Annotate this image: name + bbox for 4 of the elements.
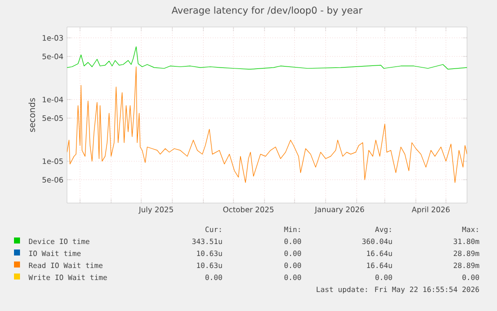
chart-title: Average latency for /dev/loop0 - by year — [172, 6, 362, 16]
line-series — [67, 66, 468, 183]
y-axis-title: seconds — [28, 98, 36, 132]
line-series — [67, 46, 468, 70]
